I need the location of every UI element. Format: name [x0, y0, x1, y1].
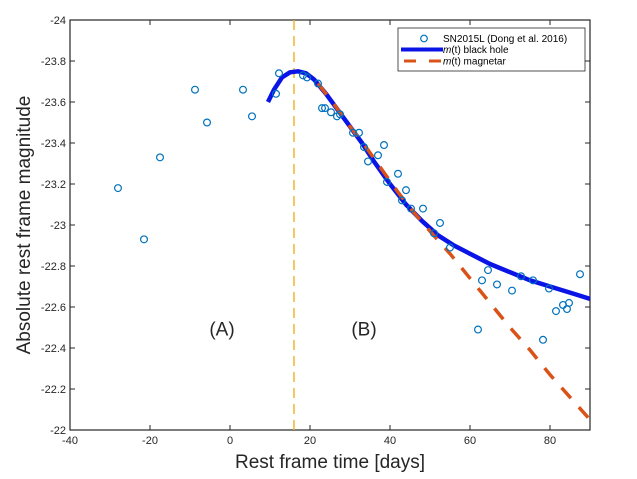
data-point	[419, 204, 428, 213]
data-point	[564, 298, 573, 307]
data-point	[402, 186, 411, 195]
y-tick-label: -24	[50, 15, 66, 27]
black-hole-curve	[265, 69, 590, 301]
data-point	[383, 177, 392, 186]
phase-annotation: (B)	[351, 320, 376, 341]
y-tick-label: -23.6	[41, 97, 66, 109]
y-tick-label: -22.2	[41, 384, 66, 396]
data-point	[407, 204, 416, 213]
data-point	[544, 284, 553, 293]
data-point	[191, 85, 200, 94]
y-tick-label: -22	[50, 425, 66, 437]
x-axis-label: Rest frame time [days]	[235, 452, 425, 473]
y-tick-label: -22.6	[41, 302, 66, 314]
data-point	[508, 286, 517, 295]
data-point	[394, 169, 403, 178]
annotations: (A) (B)	[209, 320, 376, 341]
legend-label-magnetar: m(t) magnetar	[443, 57, 506, 68]
data-point	[516, 272, 525, 281]
data-point	[140, 235, 149, 244]
data-point	[248, 112, 257, 121]
data-point	[336, 110, 345, 119]
data-point	[374, 151, 383, 160]
x-tick-label: 60	[464, 435, 476, 447]
y-tick-label: -22.4	[41, 343, 66, 355]
x-axis-ticks: -40 -20 0 20 40 60 80	[62, 20, 556, 447]
legend-marker-observations	[420, 34, 428, 43]
data-point	[113, 184, 122, 193]
data-point	[355, 128, 364, 137]
data-point	[272, 89, 281, 98]
legend-text-black-hole: (t) black hole	[451, 45, 509, 56]
data-point	[349, 128, 358, 137]
x-tick-label: -40	[62, 435, 78, 447]
data-point	[299, 71, 308, 80]
plot-frame	[69, 19, 591, 431]
y-tick-label: -23.2	[41, 179, 66, 191]
y-tick-label: -23	[50, 220, 66, 232]
data-point	[321, 104, 330, 113]
data-point	[398, 196, 407, 205]
data-point	[314, 79, 323, 88]
data-point	[430, 229, 439, 238]
x-tick-label: -20	[142, 435, 158, 447]
legend-label-observations: SN2015L (Dong et al. 2016)	[443, 34, 567, 45]
x-tick-label: 40	[384, 435, 396, 447]
axes	[69, 19, 591, 431]
data-points	[113, 69, 584, 344]
data-point	[551, 307, 560, 316]
data-point	[484, 266, 493, 275]
model-curves	[265, 69, 590, 421]
data-point	[303, 73, 312, 82]
legend-text-magnetar: (t) magnetar	[451, 57, 506, 68]
data-point	[360, 143, 369, 152]
legend-label-black-hole: m(t) black hole	[443, 45, 509, 56]
data-point	[380, 141, 389, 150]
data-point	[239, 85, 248, 94]
data-point	[474, 325, 483, 334]
data-point	[327, 108, 336, 117]
data-point	[275, 69, 284, 78]
data-point	[203, 118, 212, 127]
legend-prefix-black-hole: m	[443, 45, 451, 56]
y-tick-label: -23.4	[41, 138, 66, 150]
x-tick-label: 80	[544, 435, 556, 447]
data-point	[575, 270, 584, 279]
legend: SN2015L (Dong et al. 2016) m(t) black ho…	[397, 27, 586, 72]
data-point	[493, 280, 502, 289]
y-tick-label: -22.8	[41, 261, 66, 273]
data-point	[436, 218, 445, 227]
legend-prefix-magnetar: m	[443, 57, 451, 68]
phase-annotation: (A)	[209, 320, 234, 341]
magnetar-curve	[316, 82, 590, 421]
y-axis-ticks: -24 -23.8 -23.6 -23.4 -23.2 -23 -22.8 -22.6 -22.…	[41, 15, 590, 437]
data-point	[318, 104, 327, 113]
data-point	[446, 243, 455, 252]
x-tick-label: 20	[304, 435, 316, 447]
data-point	[478, 276, 487, 285]
y-tick-label: -23.8	[41, 56, 66, 68]
data-point	[156, 153, 165, 162]
data-point	[364, 157, 373, 166]
data-point	[538, 335, 547, 344]
x-tick-label: 0	[227, 435, 233, 447]
data-point	[528, 276, 537, 285]
y-axis-label: Absolute rest frame magnitude	[14, 96, 35, 355]
